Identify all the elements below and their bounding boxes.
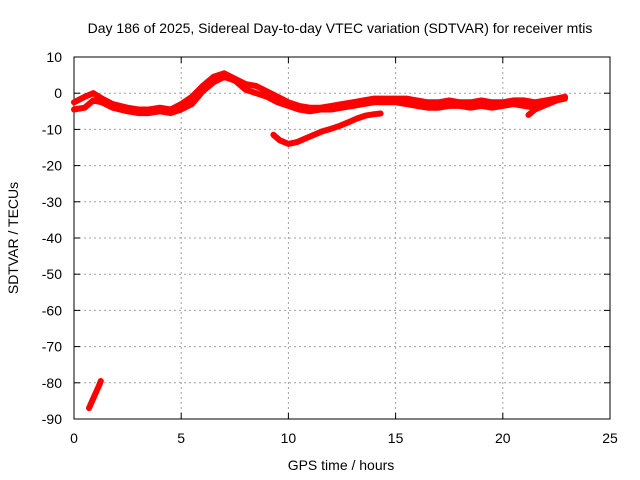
y-tick-label: -40	[42, 230, 62, 246]
y-tick-label: -90	[42, 411, 62, 427]
series-line-main-track-upper	[71, 70, 568, 113]
y-tick-label: 0	[54, 85, 62, 101]
y-tick-label: -20	[42, 158, 62, 174]
x-tick-label: 15	[388, 430, 404, 446]
axis-ticks: 0 5 10 15 20 25 10 0 -10 -20 -30 -40 -50 -60 -70 -80 -90	[42, 49, 618, 446]
chart-title: Day 186 of 2025, Sidereal Day-to-day VTE…	[88, 20, 593, 36]
y-tick-label: -60	[42, 302, 62, 318]
y-tick-label: -50	[42, 266, 62, 282]
grid-lines	[74, 57, 610, 419]
data-series	[71, 70, 568, 412]
y-tick-label: -80	[42, 375, 62, 391]
x-tick-label: 25	[602, 430, 618, 446]
x-tick-label: 5	[177, 430, 185, 446]
y-axis-label: SDTVAR / TECUs	[5, 182, 21, 294]
y-tick-label: -70	[42, 339, 62, 355]
x-tick-label: 20	[495, 430, 511, 446]
series-line-secondary-arc	[270, 110, 384, 147]
series-line-low-segment	[86, 378, 104, 412]
x-axis-label: GPS time / hours	[288, 457, 395, 473]
x-tick-label: 10	[281, 430, 297, 446]
y-tick-label: -10	[42, 121, 62, 137]
y-tick-label: -30	[42, 194, 62, 210]
series-line-late-segment	[525, 95, 564, 118]
x-tick-label: 0	[70, 430, 78, 446]
y-tick-label: 10	[46, 49, 62, 65]
series-line-main-track-lower	[71, 73, 568, 117]
